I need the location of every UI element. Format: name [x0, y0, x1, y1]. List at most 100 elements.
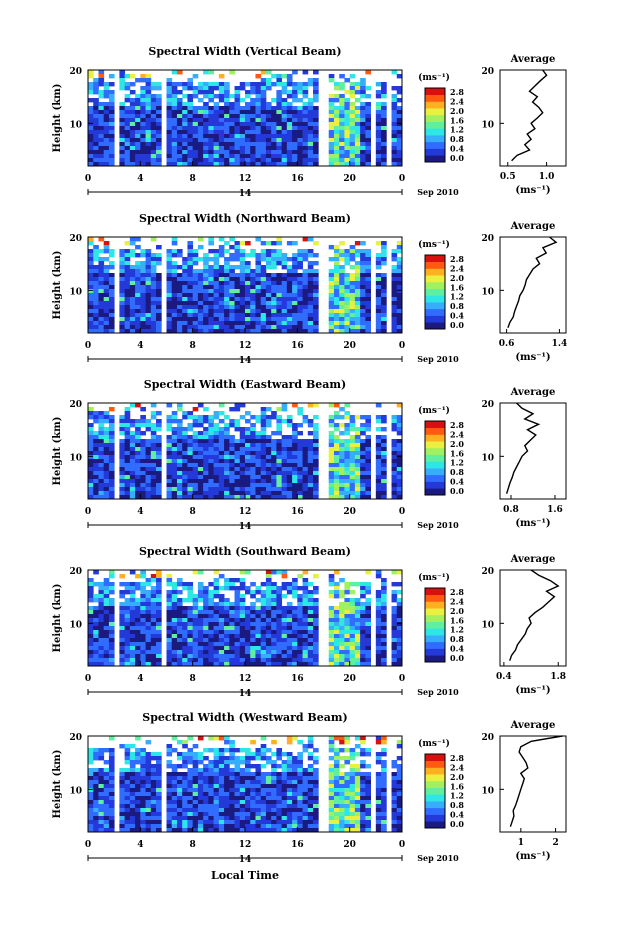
heatmap-cell [98, 118, 105, 123]
heatmap-cell [124, 431, 131, 436]
heatmap-cell [150, 598, 157, 603]
heatmap-cell [187, 325, 194, 330]
heatmap-cell [360, 277, 366, 282]
heatmap-cell [197, 650, 204, 655]
heatmap-cell [234, 281, 241, 286]
heatmap-cell [391, 463, 398, 468]
heatmap-cell [145, 427, 152, 432]
heatmap-cell [313, 598, 319, 603]
heatmap-cell [344, 495, 351, 500]
heatmap-cell [108, 804, 115, 809]
heatmap-cell [119, 154, 126, 159]
heatmap-cell [391, 249, 398, 254]
heatmap-cell [224, 289, 230, 294]
heatmap-cell [119, 582, 126, 587]
heatmap-cell [360, 86, 366, 91]
heatmap-cell [260, 146, 267, 151]
heatmap-cell [276, 82, 283, 87]
heatmap-cell [375, 82, 382, 87]
heatmap-cell [381, 467, 387, 472]
heatmap-cell [307, 459, 314, 464]
heatmap-cell [224, 261, 230, 266]
heatmap-cell [381, 253, 387, 258]
x-tick-label: 16 [291, 174, 304, 184]
heatmap-cell [192, 154, 199, 159]
heatmap-cell [166, 98, 173, 103]
colorbar-swatch [425, 488, 445, 496]
heatmap-cell [276, 606, 283, 611]
heatmap-cell [166, 78, 173, 83]
heatmap-cell [245, 102, 251, 107]
heatmap-cell [245, 313, 251, 318]
panel-title: Spectral Width (Vertical Beam) [148, 45, 341, 58]
heatmap-cell [286, 662, 293, 667]
heatmap-cell [187, 415, 194, 420]
heatmap-cell [286, 634, 293, 639]
heatmap-cell [229, 321, 235, 326]
heatmap-cell [396, 86, 403, 91]
heatmap-cell [103, 142, 110, 147]
heatmap-cell [156, 419, 162, 424]
heatmap-cell [333, 411, 340, 416]
heatmap-cell [333, 305, 340, 310]
heatmap-cell [140, 317, 146, 322]
heatmap-cell [229, 479, 235, 484]
heatmap-cell [360, 427, 366, 432]
heatmap-cell [140, 654, 146, 659]
heatmap-cell [349, 630, 356, 635]
heatmap-cell [166, 828, 173, 833]
heatmap-cell [145, 630, 152, 635]
heatmap-cell [302, 451, 309, 456]
heatmap-cell [292, 329, 298, 334]
heatmap-cell [250, 610, 256, 615]
heatmap-cell [375, 570, 382, 575]
heatmap-cell [250, 479, 256, 484]
heatmap-cell [197, 594, 204, 599]
heatmap-cell [255, 118, 262, 123]
heatmap-cell [375, 118, 382, 123]
heatmap-cell [88, 784, 94, 789]
heatmap-cell [88, 634, 94, 639]
heatmap-cell [103, 638, 110, 643]
heatmap-cell [171, 277, 178, 282]
heatmap-cell [265, 646, 272, 651]
heatmap-cell [339, 297, 345, 302]
colorbar-frame [424, 420, 446, 496]
heatmap-cell [213, 614, 220, 619]
heatmap-cell [245, 261, 251, 266]
heatmap-cell [145, 475, 152, 480]
heatmap-cell [98, 642, 105, 647]
heatmap-cell [302, 289, 309, 294]
heatmap-cell [365, 483, 371, 488]
heatmap-cell [234, 126, 241, 131]
heatmap-cell [239, 638, 246, 643]
heatmap-cell [129, 780, 136, 785]
heatmap-cell [328, 102, 335, 107]
heatmap-cell [135, 126, 141, 131]
heatmap-cell [98, 816, 105, 821]
heatmap-cell [307, 475, 314, 480]
heatmap-cell [182, 586, 188, 591]
heatmap-cell [307, 277, 314, 282]
heatmap-cell [176, 317, 183, 322]
heatmap-cell [108, 812, 115, 817]
heatmap-cell [129, 321, 136, 326]
heatmap-cell [292, 439, 298, 444]
heatmap-cell [218, 269, 225, 274]
heatmap-cell [276, 329, 283, 334]
heatmap-cell [192, 443, 199, 448]
heatmap-cell [135, 776, 141, 781]
heatmap-cell [265, 415, 272, 420]
heatmap-cell [354, 431, 361, 436]
heatmap-cell [140, 570, 146, 575]
heatmap-cell [98, 618, 105, 623]
month-label: Sep 2010 [417, 354, 459, 364]
heatmap-cell [333, 82, 340, 87]
heatmap-cell [365, 249, 371, 254]
heatmap-cell [197, 479, 204, 484]
heatmap-cell [224, 301, 230, 306]
heatmap-cell [176, 126, 183, 131]
heatmap-cell [156, 451, 162, 456]
heatmap-cell [396, 650, 403, 655]
heatmap-cell [124, 106, 131, 111]
